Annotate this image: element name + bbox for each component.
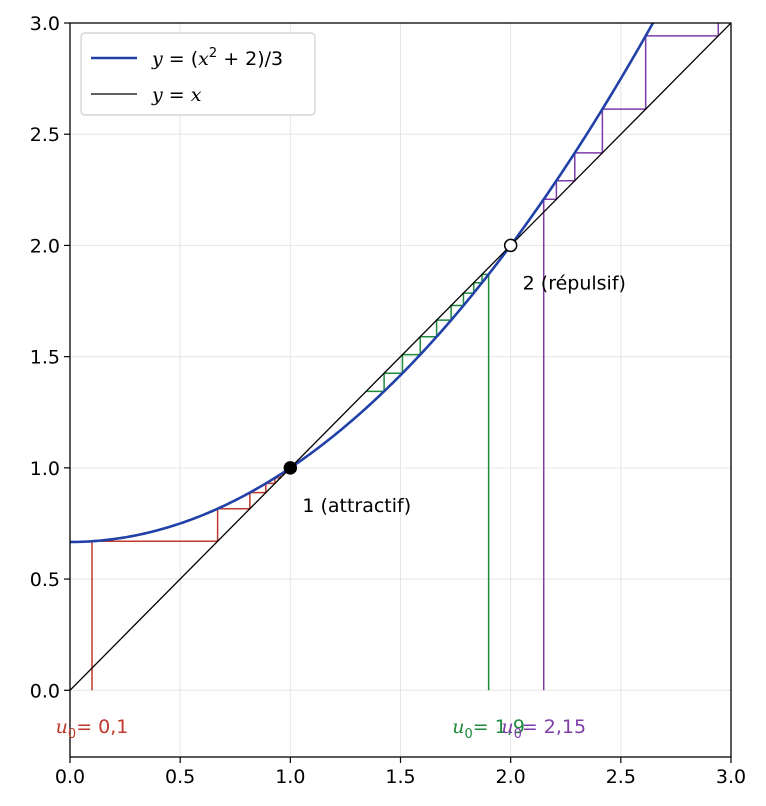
x-tick-label: 3.0 (716, 766, 746, 788)
curve-layer (70, 23, 731, 691)
y-tick-label: 1.0 (30, 458, 60, 480)
fixed-point-marker (503, 238, 518, 253)
u0-label: u0= 1,9 (452, 716, 525, 742)
x-tick-label: 2.0 (496, 766, 526, 788)
x-tick-label: 1.0 (275, 766, 305, 788)
y-tick-label: 1.5 (30, 347, 60, 369)
legend: y = (x2 + 2)/3 y = x (80, 32, 316, 116)
legend-label: y = x (151, 84, 202, 106)
x-tick-label: 2.5 (606, 766, 636, 788)
fixed-point-label: 1 (attractif) (302, 495, 411, 517)
fixed-point-marker (283, 461, 298, 475)
y-tick-label: 2.5 (30, 124, 60, 146)
legend-label: y = (x2 + 2)/3 (151, 46, 283, 70)
x-tick-label: 1.5 (385, 766, 415, 788)
line-identity (70, 23, 731, 691)
annotations: 1 (attractif) 2 (répulsif) (302, 272, 626, 516)
cobweb-path (542, 23, 720, 691)
axis-ticks: 0.0 0.5 1.0 1.5 2.0 2.5 3.0 0.0 0.5 1.0 1.5 2.0 2.5 3… (30, 13, 746, 788)
u0-labels: u0= 0,1 u0= 1,9u0= 2,15 (56, 716, 586, 742)
u0-label: u0= 0,1 (56, 716, 129, 742)
y-tick-label: 0.0 (30, 680, 60, 702)
legend-box (80, 32, 316, 116)
fixed-points (283, 238, 518, 475)
grid (69, 22, 732, 757)
u0-label: u0= 2,15 (501, 716, 586, 742)
x-tick-label: 0.5 (165, 766, 195, 788)
x-tick-label: 0.0 (55, 766, 85, 788)
y-tick-label: 2.0 (30, 235, 60, 257)
fixed-point-label: 2 (répulsif) (523, 272, 626, 294)
y-tick-label: 0.5 (30, 569, 60, 591)
y-tick-label: 3.0 (30, 13, 60, 35)
cobweb-path (366, 273, 490, 691)
curve-parabola (70, 23, 655, 544)
